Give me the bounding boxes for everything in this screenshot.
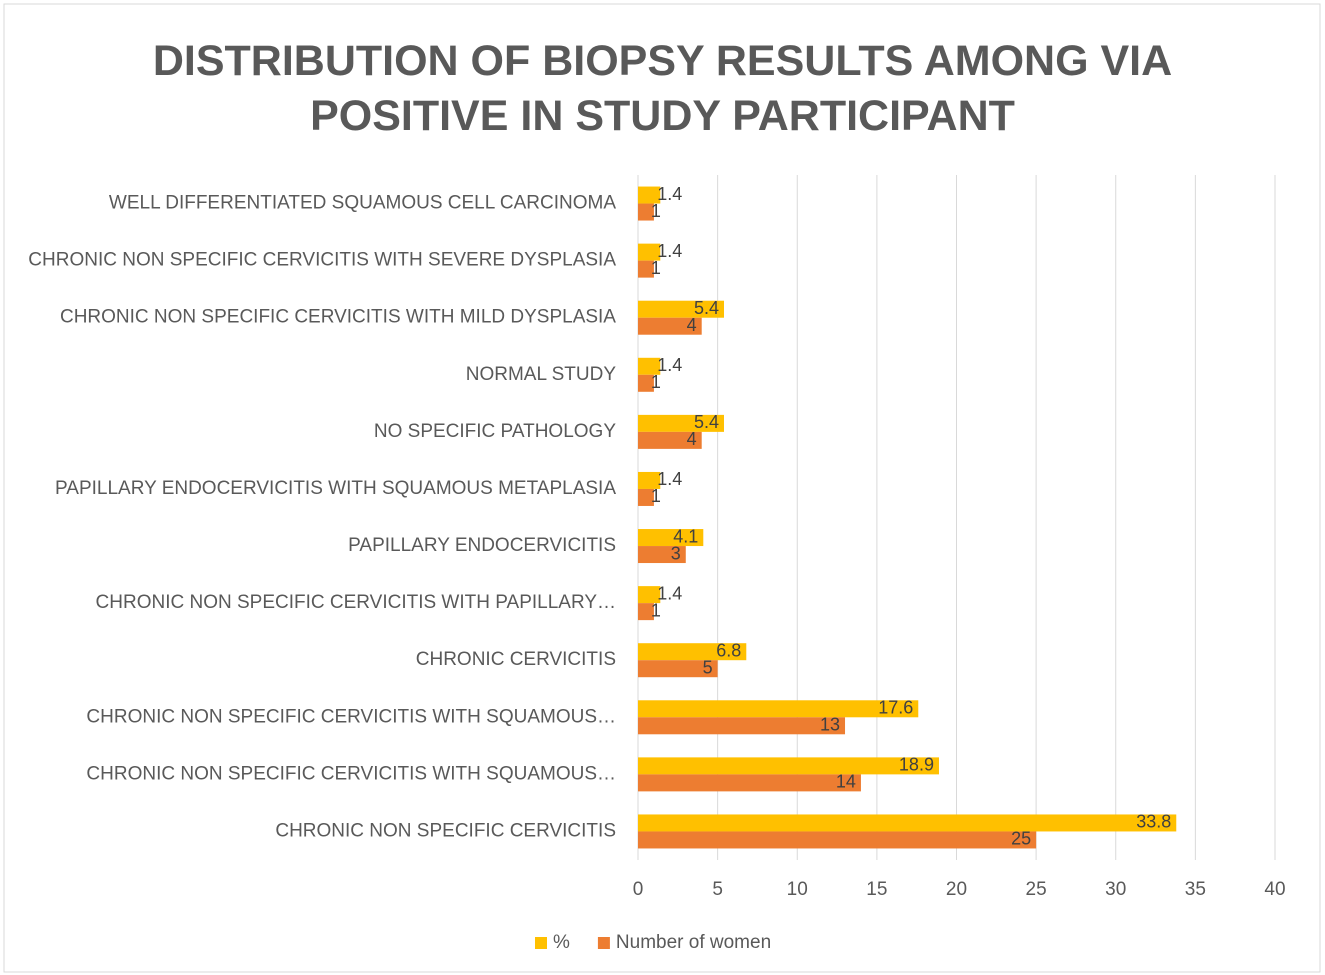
y-tick-label: PAPILLARY ENDOCERVICITIS <box>348 535 616 556</box>
data-label: 1.4 <box>657 355 682 375</box>
y-tick-label: CHRONIC NON SPECIFIC CERVICITIS WITH SQU… <box>86 706 616 727</box>
data-label: 4 <box>687 315 697 335</box>
bar <box>638 643 747 661</box>
y-tick-label: CHRONIC CERVICITIS <box>416 649 616 670</box>
bar <box>638 700 919 718</box>
data-label: 25 <box>1011 829 1031 849</box>
chart-title: DISTRIBUTION OF BIOPSY RESULTS AMONG VIA… <box>152 37 1173 140</box>
bar <box>638 203 654 221</box>
data-label: 4 <box>687 429 697 449</box>
bar <box>638 317 702 335</box>
bar <box>638 374 654 392</box>
data-label: 5 <box>703 657 713 677</box>
data-label: 6.8 <box>716 640 741 660</box>
bar <box>638 603 654 621</box>
x-tick-label: 0 <box>633 879 644 900</box>
y-tick-label: CHRONIC NON SPECIFIC CERVICITIS WITH MIL… <box>60 307 616 328</box>
legend-swatch <box>597 937 610 949</box>
bar <box>638 831 1037 849</box>
data-label: 1 <box>651 600 661 620</box>
x-tick-label: 10 <box>787 879 808 900</box>
data-label: 1.4 <box>657 184 682 204</box>
bar <box>638 586 661 604</box>
legend-label: % <box>553 932 570 953</box>
data-label: 3 <box>671 543 681 563</box>
legend-swatch <box>535 937 547 949</box>
bar <box>638 488 654 506</box>
data-label: 18.9 <box>899 755 934 775</box>
bar <box>638 243 661 261</box>
bar <box>638 660 718 678</box>
bar <box>638 431 702 449</box>
y-tick-label: CHRONIC NON SPECIFIC CERVICITIS <box>275 820 616 841</box>
x-tick-label: 5 <box>712 879 723 900</box>
data-label: 13 <box>820 715 840 735</box>
data-label: 1.4 <box>657 241 682 261</box>
y-tick-label: NORMAL STUDY <box>466 364 617 385</box>
chart-border <box>3 3 1321 973</box>
y-tick-label: CHRONIC NON SPECIFIC CERVICITIS WITH SEV… <box>28 250 616 271</box>
bar <box>638 300 724 318</box>
x-tick-label: 20 <box>946 879 967 900</box>
y-tick-label: PAPILLARY ENDOCERVICITIS WITH SQUAMOUS M… <box>55 478 616 499</box>
y-tick-label: CHRONIC NON SPECIFIC CERVICITIS WITH PAP… <box>96 592 616 613</box>
data-label: 33.8 <box>1136 812 1171 832</box>
bar <box>638 814 1177 832</box>
bar <box>638 774 861 792</box>
bar <box>638 471 661 489</box>
data-label: 1 <box>651 201 661 221</box>
bar <box>638 186 661 204</box>
data-label: 4.1 <box>673 526 698 546</box>
data-label: 1.4 <box>657 469 682 489</box>
bar <box>638 717 846 735</box>
x-tick-label: 35 <box>1185 879 1206 900</box>
data-label: 1 <box>651 258 661 278</box>
bar <box>638 260 654 278</box>
x-tick-label: 25 <box>1026 879 1047 900</box>
legend-label: Number of women <box>616 932 771 953</box>
data-label: 1 <box>651 372 661 392</box>
x-tick-label: 30 <box>1105 879 1126 900</box>
data-label: 1.4 <box>657 583 682 603</box>
bar <box>638 757 939 775</box>
x-tick-label: 15 <box>866 879 887 900</box>
y-tick-label: NO SPECIFIC PATHOLOGY <box>374 421 616 442</box>
data-label: 5.4 <box>694 298 719 318</box>
bar <box>638 357 661 375</box>
bar <box>638 414 724 432</box>
bar <box>638 546 686 564</box>
data-label: 5.4 <box>694 412 719 432</box>
data-label: 14 <box>836 772 856 792</box>
bar <box>638 529 704 547</box>
y-tick-label: WELL DIFFERENTIATED SQUAMOUS CELL CARCIN… <box>109 193 616 214</box>
data-label: 17.6 <box>878 698 913 718</box>
y-tick-label: CHRONIC NON SPECIFIC CERVICITIS WITH SQU… <box>86 763 616 784</box>
x-tick-label: 40 <box>1264 879 1285 900</box>
data-label: 1 <box>651 486 661 506</box>
